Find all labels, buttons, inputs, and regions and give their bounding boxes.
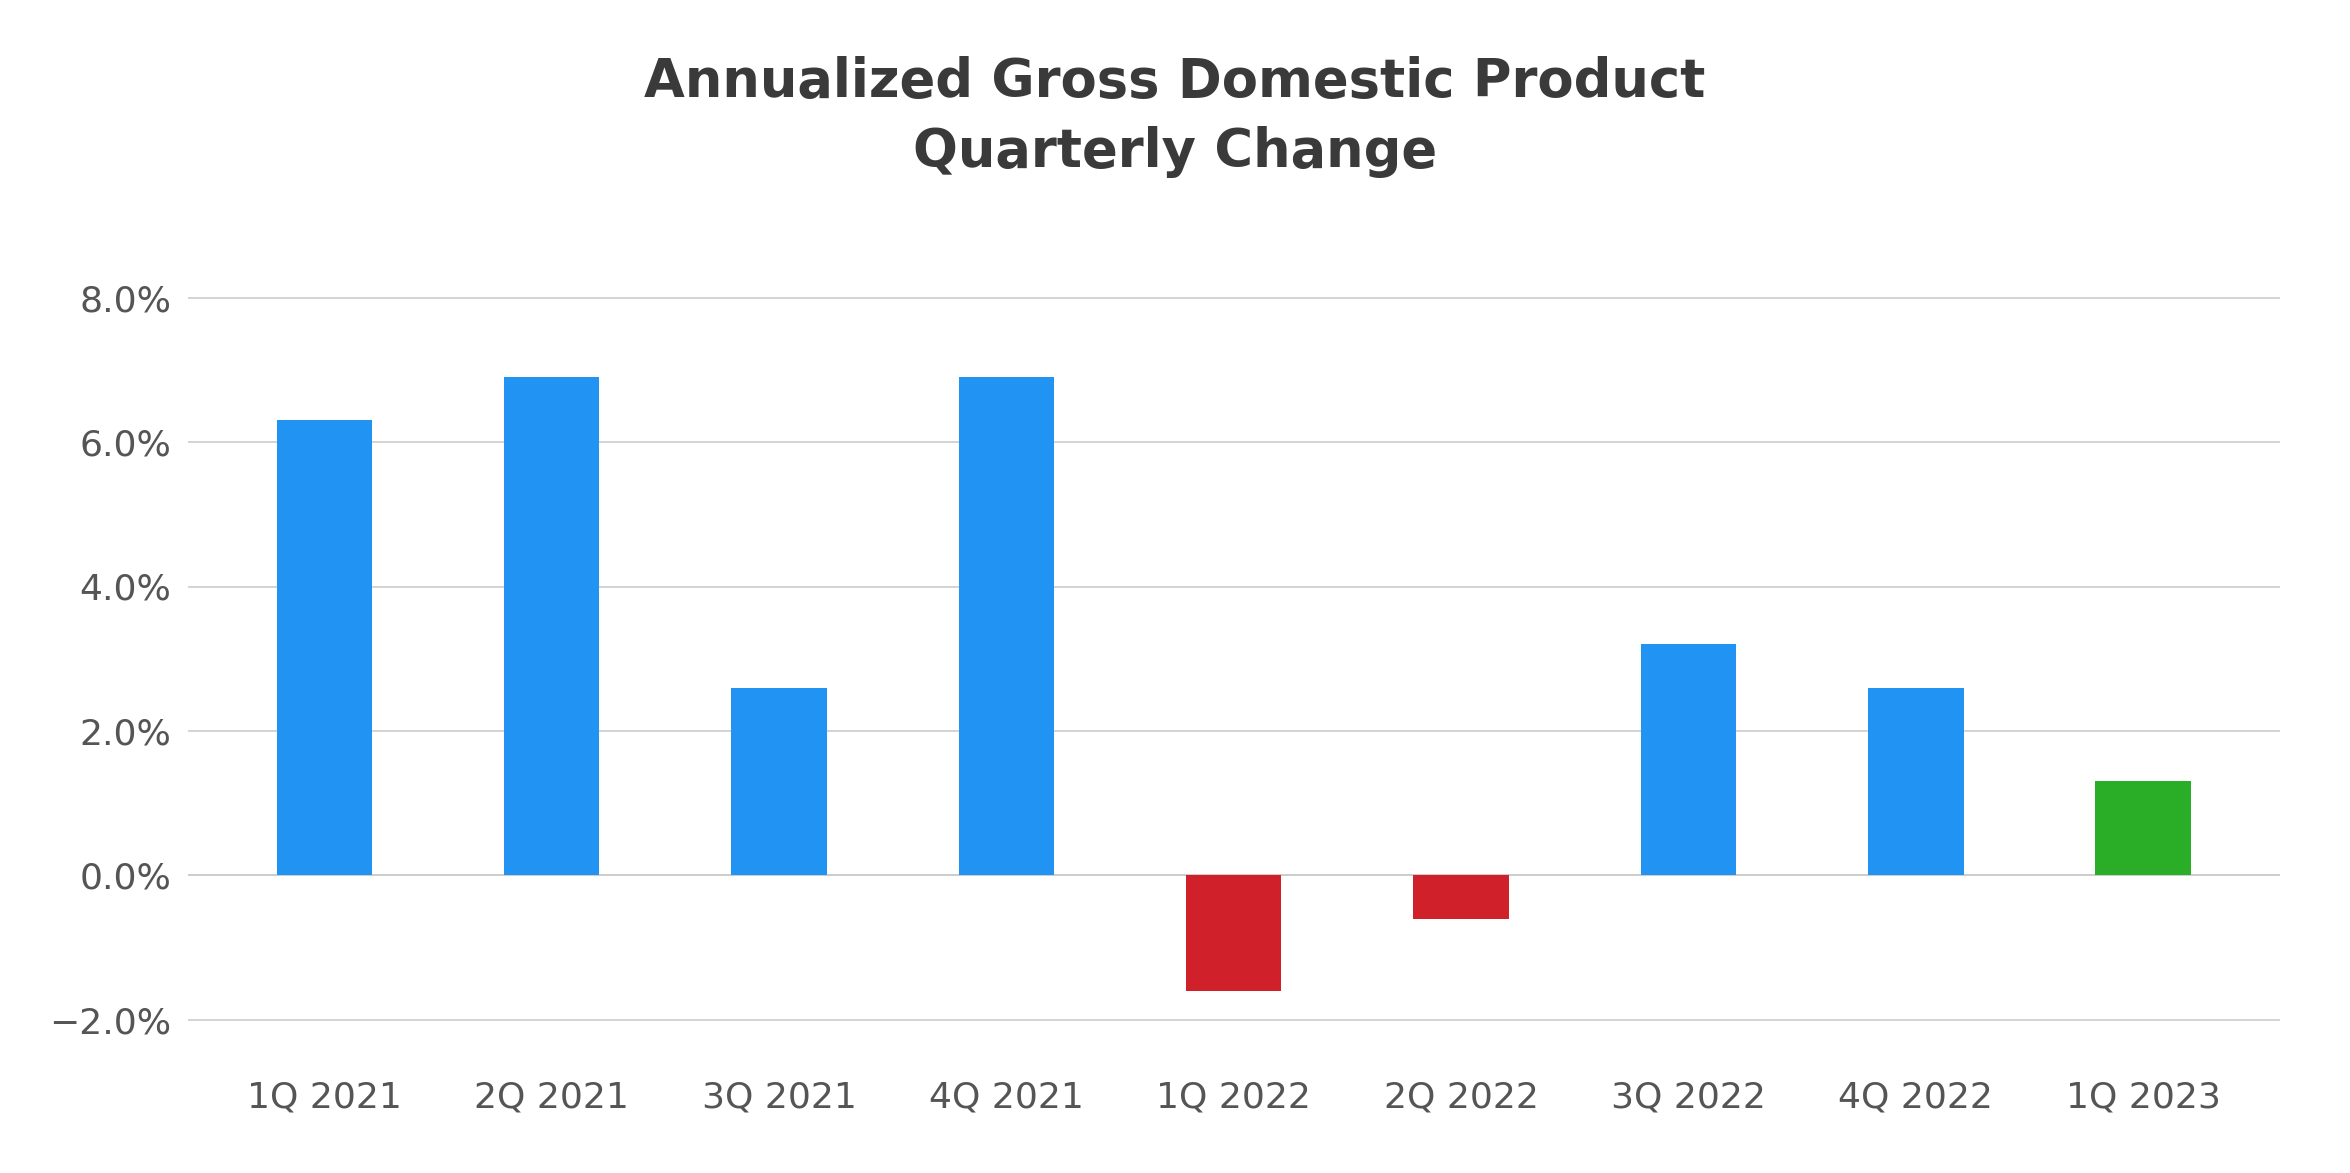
Bar	[277, 420, 371, 875]
Bar	[731, 687, 827, 875]
Bar	[2096, 781, 2190, 875]
Bar	[1640, 644, 1737, 875]
Text: Quarterly Change: Quarterly Change	[912, 127, 1438, 178]
Bar	[1412, 875, 1509, 918]
Bar	[503, 378, 599, 875]
Bar	[1187, 875, 1281, 991]
Bar	[959, 378, 1055, 875]
Text: Annualized Gross Domestic Product: Annualized Gross Domestic Product	[644, 56, 1706, 108]
Bar	[1868, 687, 1965, 875]
